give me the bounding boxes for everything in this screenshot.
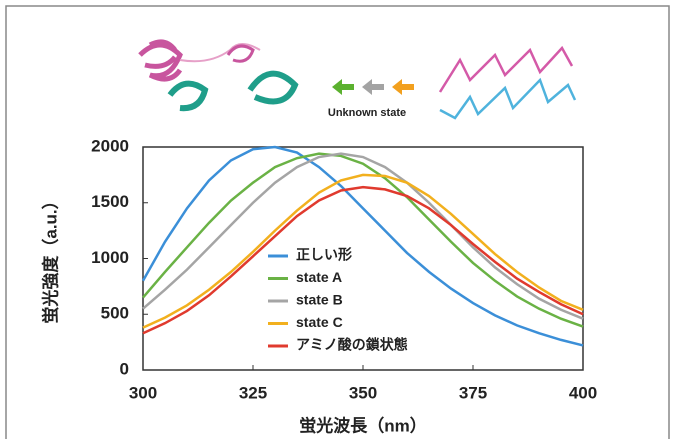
y-tick-label: 1000: [91, 248, 129, 267]
x-tick-label: 300: [129, 383, 157, 402]
frame: [6, 6, 669, 439]
y-tick-label: 1500: [91, 192, 129, 211]
legend-label: アミノ酸の鎖状態: [296, 337, 408, 353]
y-tick-label: 2000: [91, 136, 129, 155]
x-tick-label: 325: [239, 383, 267, 402]
x-axis-title: 蛍光波長（nm）: [299, 415, 427, 435]
legend-label: 正しい形: [296, 247, 352, 263]
legend-label: state C: [296, 314, 343, 330]
y-tick-label: 500: [101, 304, 129, 323]
x-tick-label: 375: [459, 383, 487, 402]
x-tick-label: 400: [569, 383, 597, 402]
x-tick-label: 350: [349, 383, 377, 402]
figure: Unknown state 蛍光強度（a.u.） 蛍光波長（nm） 0 500 10…: [0, 0, 675, 439]
legend-label: state A: [296, 269, 342, 285]
legend-label: state B: [296, 292, 343, 308]
illustration-label: Unknown state: [328, 107, 406, 119]
y-tick-label: 0: [120, 359, 129, 378]
y-axis-title: 蛍光強度（a.u.）: [40, 192, 60, 323]
